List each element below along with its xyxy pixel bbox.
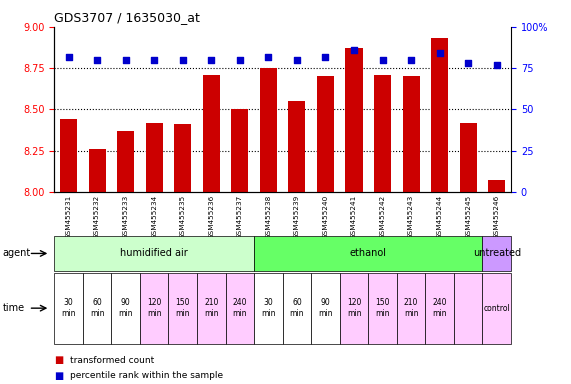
- Point: [492, 62, 501, 68]
- Point: [292, 57, 301, 63]
- Bar: [60, 119, 77, 192]
- Bar: [174, 124, 191, 192]
- Text: 120
min: 120 min: [147, 298, 162, 318]
- Bar: [146, 122, 163, 192]
- Bar: [460, 122, 477, 192]
- Text: 150
min: 150 min: [375, 298, 390, 318]
- Bar: [203, 75, 220, 192]
- Point: [378, 57, 387, 63]
- Text: 30
min: 30 min: [261, 298, 276, 318]
- Bar: [317, 76, 334, 192]
- Bar: [403, 76, 420, 192]
- Bar: [345, 48, 363, 192]
- Text: 90
min: 90 min: [318, 298, 333, 318]
- Text: percentile rank within the sample: percentile rank within the sample: [70, 371, 223, 380]
- Point: [321, 53, 330, 60]
- Text: untreated: untreated: [473, 248, 521, 258]
- Text: 240
min: 240 min: [432, 298, 447, 318]
- Text: 90
min: 90 min: [118, 298, 133, 318]
- Bar: [89, 149, 106, 192]
- Text: 210
min: 210 min: [204, 298, 219, 318]
- Text: 30
min: 30 min: [61, 298, 76, 318]
- Text: 240
min: 240 min: [232, 298, 247, 318]
- Text: transformed count: transformed count: [70, 356, 155, 365]
- Point: [207, 57, 216, 63]
- Point: [407, 57, 416, 63]
- Text: 120
min: 120 min: [347, 298, 361, 318]
- Point: [121, 57, 130, 63]
- Text: GDS3707 / 1635030_at: GDS3707 / 1635030_at: [54, 12, 200, 25]
- Text: ethanol: ethanol: [350, 248, 387, 258]
- Bar: [117, 131, 134, 192]
- Text: 60
min: 60 min: [90, 298, 104, 318]
- Bar: [374, 75, 391, 192]
- Point: [349, 47, 359, 53]
- Text: 60
min: 60 min: [289, 298, 304, 318]
- Text: humidified air: humidified air: [120, 248, 188, 258]
- Bar: [288, 101, 305, 192]
- Point: [235, 57, 244, 63]
- Point: [464, 60, 473, 66]
- Text: 150
min: 150 min: [175, 298, 190, 318]
- Bar: [231, 109, 248, 192]
- Bar: [260, 68, 277, 192]
- Point: [178, 57, 187, 63]
- Point: [264, 53, 273, 60]
- Text: ■: ■: [54, 355, 63, 365]
- Text: 210
min: 210 min: [404, 298, 419, 318]
- Text: time: time: [2, 303, 25, 313]
- Bar: [488, 180, 505, 192]
- Text: agent: agent: [2, 248, 30, 258]
- Bar: [431, 38, 448, 192]
- Point: [150, 57, 159, 63]
- Point: [435, 50, 444, 56]
- Text: control: control: [484, 304, 510, 313]
- Point: [93, 57, 102, 63]
- Point: [64, 53, 73, 60]
- Text: ■: ■: [54, 371, 63, 381]
